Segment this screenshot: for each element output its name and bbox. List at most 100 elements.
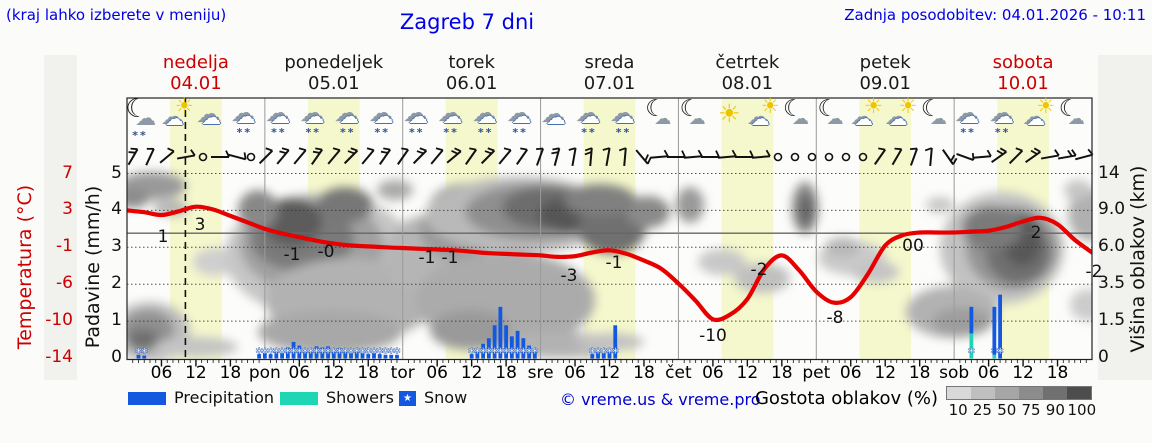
time-label: 06 bbox=[564, 363, 586, 383]
svg-text:*: * bbox=[968, 347, 975, 362]
weather-icon-cloud-snow: ☁ ☁ ** bbox=[299, 98, 325, 139]
axis-tick: 6.0 bbox=[1098, 236, 1126, 257]
location-hint: (kraj lahko izberete v meniju) bbox=[6, 6, 227, 24]
svg-text:-1: -1 bbox=[284, 245, 301, 265]
axis-tick: 7 bbox=[62, 162, 73, 183]
precipitation-swatch bbox=[128, 392, 166, 405]
axis-tick: 3 bbox=[111, 236, 122, 257]
time-label: sob bbox=[939, 363, 970, 383]
axis-tick: -14 bbox=[45, 347, 73, 367]
svg-text:*: * bbox=[485, 347, 492, 362]
svg-text:*: * bbox=[353, 347, 360, 362]
credit-link[interactable]: © vreme.us & vreme.pro bbox=[560, 390, 761, 409]
last-update-timestamp: Zadnja posodobitev: 04.01.2026 - 10:11 bbox=[844, 6, 1146, 24]
axis-tick: 3 bbox=[62, 199, 73, 220]
axis-tick: 0 bbox=[1098, 347, 1109, 367]
weather-icon-moon-cloud: ☾ ☁ bbox=[679, 96, 706, 129]
axis-tick: 1.5 bbox=[1098, 310, 1126, 331]
svg-text:*: * bbox=[273, 347, 280, 362]
axis-tick: 4 bbox=[111, 199, 122, 220]
axis-tick: 2 bbox=[111, 273, 122, 294]
weather-icon-cloud-snow: ☁ ☁ ** bbox=[609, 98, 635, 139]
svg-text:*: * bbox=[336, 347, 343, 362]
gradient-tick: 50 bbox=[997, 401, 1017, 419]
svg-text:2: 2 bbox=[1031, 223, 1042, 243]
svg-text:*: * bbox=[497, 347, 504, 362]
gradient-tick: 100 bbox=[1067, 401, 1097, 419]
svg-text:*: * bbox=[256, 347, 263, 362]
time-label: 18 bbox=[1046, 363, 1069, 383]
time-label: pon bbox=[248, 363, 281, 383]
time-label: 12 bbox=[322, 363, 345, 383]
svg-text:*: * bbox=[474, 347, 481, 362]
day-header: sreda 07.01 bbox=[583, 52, 636, 94]
svg-text:*: * bbox=[589, 347, 596, 362]
axis-tick: 3.5 bbox=[1098, 273, 1126, 294]
axis-tick: 0 bbox=[111, 347, 122, 367]
weather-icon-cloud: ☁ ☁ bbox=[540, 99, 566, 129]
cloud-density-scale-ticks: 10 25 50 75 90 100 bbox=[946, 401, 1098, 419]
axis-tick: -6 bbox=[56, 273, 73, 294]
weather-icon-moon-cloud: ☾ ☁ bbox=[783, 96, 810, 129]
weather-icon-cloud-snow: ☁ ☁ ** bbox=[334, 98, 360, 139]
svg-text:*: * bbox=[279, 347, 286, 362]
svg-text:*: * bbox=[290, 347, 297, 362]
time-label: 12 bbox=[460, 363, 483, 383]
svg-text:*: * bbox=[520, 347, 527, 362]
axis-tick: 9.0 bbox=[1098, 199, 1126, 220]
weather-icon-moon-cloud: ☾ ☁ bbox=[645, 96, 672, 129]
svg-text:*: * bbox=[342, 347, 349, 362]
svg-text:-8: -8 bbox=[827, 308, 844, 328]
svg-text:-10: -10 bbox=[699, 326, 727, 346]
svg-text:*: * bbox=[313, 347, 320, 362]
axis-tick: 14 bbox=[1098, 162, 1120, 183]
svg-text:-1: -1 bbox=[442, 248, 459, 268]
svg-text:*: * bbox=[330, 347, 337, 362]
weather-icon-cloud-snow: ☁ ☁ ** bbox=[506, 98, 532, 139]
axis-tick: -10 bbox=[45, 310, 73, 331]
time-label: 12 bbox=[598, 363, 621, 383]
gradient-segment bbox=[947, 387, 971, 399]
weather-icon-sun: ☀ bbox=[718, 99, 741, 128]
svg-text:*: * bbox=[514, 347, 521, 362]
time-label: 06 bbox=[977, 363, 1000, 383]
svg-text:1: 1 bbox=[158, 227, 169, 247]
weather-icon-sun-cloud: ☀ ☁ ☁ bbox=[849, 94, 883, 130]
time-label: 06 bbox=[702, 363, 724, 383]
svg-text:*: * bbox=[267, 347, 274, 362]
svg-text:-0: -0 bbox=[318, 242, 335, 262]
svg-text:*: * bbox=[371, 347, 378, 362]
svg-text:*: * bbox=[526, 347, 533, 362]
time-label: 12 bbox=[736, 363, 759, 383]
weather-icon-cloud: ☁ ☁ bbox=[196, 99, 222, 129]
time-label: 18 bbox=[495, 363, 517, 383]
day-header: četrtek 08.01 bbox=[715, 52, 780, 94]
svg-text:*: * bbox=[307, 347, 314, 362]
weather-icon-cloud-snow: ☁ ☁ ** bbox=[575, 98, 601, 139]
svg-text:*: * bbox=[365, 347, 372, 362]
gradient-segment bbox=[995, 387, 1019, 399]
svg-text:-3: -3 bbox=[561, 266, 578, 286]
svg-text:*: * bbox=[359, 347, 366, 362]
svg-text:*: * bbox=[600, 347, 607, 362]
svg-text:*: * bbox=[595, 347, 602, 362]
day-header: ponedeljek 05.01 bbox=[284, 52, 384, 94]
gradient-segment bbox=[971, 387, 995, 399]
svg-text:00: 00 bbox=[902, 236, 924, 256]
svg-text:*: * bbox=[302, 347, 309, 362]
weather-icon-cloud-snow: ☁ ☁ ** bbox=[402, 98, 428, 139]
svg-text:*: * bbox=[394, 347, 401, 362]
svg-text:*: * bbox=[284, 347, 291, 362]
gradient-tick: 25 bbox=[972, 401, 992, 419]
svg-text:-1: -1 bbox=[606, 253, 623, 273]
weather-icon-moon-cloud-snow: ☾ ☁ ** bbox=[125, 94, 157, 142]
day-header: sobota 10.01 bbox=[992, 52, 1054, 94]
cloud-density-scale-label: Gostota oblakov (%) bbox=[754, 388, 938, 409]
svg-text:*: * bbox=[296, 347, 303, 362]
gradient-tick: 10 bbox=[948, 401, 968, 419]
weather-icon-cloud-snow: ☁ ☁ ** bbox=[954, 98, 980, 139]
svg-text:*: * bbox=[491, 347, 498, 362]
time-label: 06 bbox=[288, 363, 311, 383]
svg-text:*: * bbox=[997, 347, 1004, 362]
